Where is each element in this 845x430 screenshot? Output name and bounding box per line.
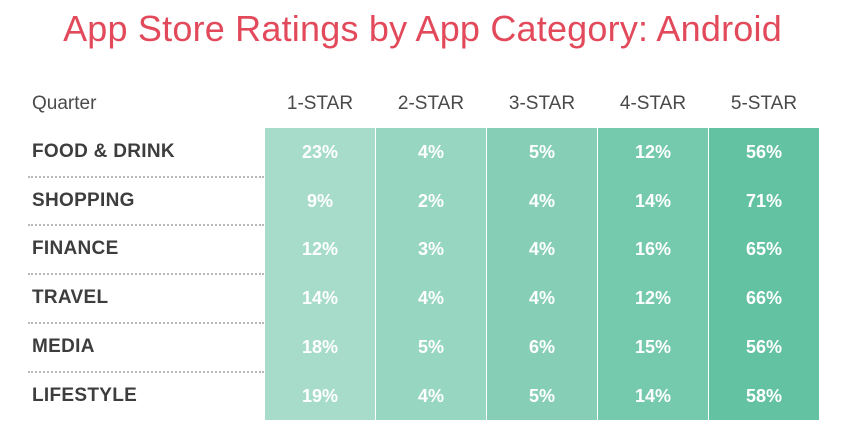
column-band <box>487 128 597 420</box>
column-band <box>598 128 708 420</box>
row-header-label: Quarter <box>32 93 97 114</box>
data-cell: 16% <box>634 239 672 260</box>
data-cell: 14% <box>634 190 672 211</box>
data-cell: 18% <box>301 336 339 357</box>
data-cell: 4% <box>528 239 555 260</box>
data-cell: 71% <box>745 190 783 211</box>
data-cell: 58% <box>745 385 783 406</box>
data-cell: 2% <box>417 190 444 211</box>
data-cell: 23% <box>301 142 339 162</box>
row-label: FINANCE <box>32 238 119 260</box>
column-header: 2-STAR <box>397 93 465 114</box>
data-cell: 14% <box>634 385 672 406</box>
data-cell: 4% <box>528 190 555 211</box>
data-cell: 4% <box>528 288 555 309</box>
data-cell: 4% <box>417 385 444 406</box>
column-band <box>709 128 819 420</box>
data-cell: 5% <box>528 142 555 162</box>
row-label: LIFESTYLE <box>32 384 138 406</box>
data-cell: 19% <box>301 385 339 406</box>
data-cell: 12% <box>634 142 672 162</box>
data-cell: 12% <box>634 288 672 309</box>
row-label: FOOD & DRINK <box>32 141 175 162</box>
row-label: TRAVEL <box>32 287 109 309</box>
row-label: SHOPPING <box>32 189 135 211</box>
data-cell: 56% <box>745 336 783 357</box>
data-cell: 65% <box>745 239 783 260</box>
row-divider <box>28 175 264 178</box>
data-cell: 6% <box>528 336 555 357</box>
row-divider <box>28 370 264 373</box>
column-band <box>265 128 375 420</box>
row-divider <box>28 224 264 227</box>
row-divider <box>28 273 264 276</box>
data-cell: 14% <box>301 288 339 309</box>
column-header: 1-STAR <box>286 93 354 114</box>
column-band <box>376 128 486 420</box>
column-header: 4-STAR <box>619 93 687 114</box>
row-divider <box>28 321 264 324</box>
row-label: MEDIA <box>32 335 95 357</box>
data-cell: 5% <box>417 336 444 357</box>
data-cell: 15% <box>634 336 672 357</box>
data-cell: 56% <box>745 142 783 162</box>
data-cell: 5% <box>528 385 555 406</box>
data-cell: 66% <box>745 288 783 309</box>
chart-title: App Store Ratings by App Category: Andro… <box>63 8 782 49</box>
data-cell: 4% <box>417 142 444 162</box>
data-cell: 9% <box>306 190 333 211</box>
data-cell: 3% <box>417 239 444 260</box>
data-cell: 4% <box>417 288 444 309</box>
column-header: 5-STAR <box>730 93 798 114</box>
column-header: 3-STAR <box>508 93 576 114</box>
data-cell: 12% <box>301 239 339 260</box>
